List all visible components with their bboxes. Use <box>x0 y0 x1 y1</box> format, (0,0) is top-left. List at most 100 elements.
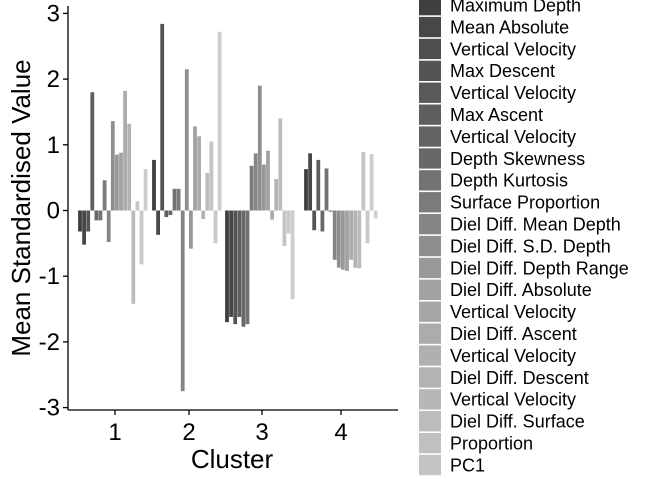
bar-cluster-4-series-17 <box>369 154 374 211</box>
bar-cluster-3-series-9 <box>257 85 262 211</box>
y-tick-label: 1 <box>47 132 60 159</box>
legend-label: Diel Diff. Mean Depth <box>450 215 621 235</box>
x-tick-label: 3 <box>255 419 268 446</box>
bar-cluster-3-series-6 <box>245 210 250 325</box>
legend-label: Diel Diff. Depth Range <box>450 258 629 278</box>
legend-key <box>419 433 441 454</box>
bar-cluster-3-series-14 <box>278 118 283 211</box>
legend-key <box>419 104 441 125</box>
bar-cluster-1-series-11 <box>119 152 123 211</box>
y-tick-label: 2 <box>47 66 60 93</box>
legend-key <box>419 192 441 213</box>
legend-key <box>419 411 441 432</box>
bar-cluster-2-series-7 <box>176 188 181 211</box>
bar-cluster-4-series-14 <box>357 210 362 269</box>
bar-cluster-2-series-4 <box>164 210 169 218</box>
legend-key <box>419 126 441 147</box>
bar-cluster-3-series-7 <box>249 165 254 211</box>
legend-key <box>419 367 441 388</box>
bar-cluster-4-series-18 <box>373 210 378 219</box>
legend-label: Diel Diff. Descent <box>450 368 589 388</box>
bar-cluster-4-series-4 <box>316 159 321 211</box>
bar-cluster-2-series-10 <box>189 210 193 249</box>
bar-cluster-4-series-16 <box>365 210 370 244</box>
bar-cluster-2-series-14 <box>205 173 210 211</box>
legend-label: Diel Diff. S.D. Depth <box>450 236 611 256</box>
bar-cluster-2-series-13 <box>201 210 206 220</box>
bar-cluster-1-series-2 <box>82 210 86 245</box>
x-tick-label: 1 <box>108 419 121 446</box>
bar-cluster-4-series-12 <box>349 210 353 260</box>
bar-cluster-4-series-11 <box>345 210 349 271</box>
legend-label: Vertical Velocity <box>450 127 576 147</box>
legend-key <box>419 214 441 235</box>
x-tick-label: 2 <box>182 419 195 446</box>
bar-cluster-3-series-12 <box>270 210 274 220</box>
bar-cluster-2-series-11 <box>193 126 197 211</box>
legend-key <box>419 454 441 476</box>
legend-label: Surface Proportion <box>450 193 600 213</box>
legend-label: Diel Diff. Absolute <box>450 280 592 300</box>
legend-label: Vertical Velocity <box>450 390 576 410</box>
legend-key <box>419 0 441 16</box>
bar-cluster-1-series-10 <box>115 154 119 211</box>
legend-label: Max Descent <box>450 61 555 81</box>
legend-label: PC1 <box>450 455 485 475</box>
bar-cluster-4-series-13 <box>353 210 358 268</box>
legend-label: Mean Absolute <box>450 17 569 37</box>
bar-cluster-2-series-9 <box>184 69 189 211</box>
legend-key <box>419 279 441 300</box>
legend-key <box>419 257 441 279</box>
legend-key <box>419 38 441 60</box>
legend-label: Vertical Velocity <box>450 302 576 322</box>
bar-cluster-2-series-6 <box>172 188 177 211</box>
legend-label: Vertical Velocity <box>450 83 576 103</box>
bar-cluster-3-series-8 <box>253 153 258 211</box>
bar-cluster-1-series-4 <box>90 92 95 211</box>
bar-cluster-2-series-2 <box>156 210 160 235</box>
legend-key <box>419 389 441 410</box>
bar-cluster-1-series-1 <box>78 210 82 232</box>
bar-cluster-3-series-17 <box>290 210 295 300</box>
y-tick-label: -1 <box>39 263 60 290</box>
x-tick-label: 4 <box>334 419 347 446</box>
bar-cluster-3-series-1 <box>225 210 229 323</box>
bar-cluster-1-series-17 <box>143 169 148 211</box>
legend-key <box>419 16 441 38</box>
bar-cluster-3-series-5 <box>241 210 246 327</box>
legend-label: Vertical Velocity <box>450 39 576 59</box>
legend-label: Diel Diff. Ascent <box>450 324 577 344</box>
bar-cluster-4-series-15 <box>361 152 366 211</box>
legend-key <box>419 323 441 344</box>
bar-cluster-1-series-16 <box>139 210 144 265</box>
legend-label: Vertical Velocity <box>450 346 576 366</box>
y-axis-title: Mean Standardised Value <box>6 59 36 356</box>
bar-cluster-1-series-3 <box>86 210 91 232</box>
bar-cluster-2-series-5 <box>168 210 173 216</box>
bar-cluster-1-series-12 <box>123 90 127 211</box>
y-tick-label: -3 <box>39 395 60 422</box>
bar-cluster-2-series-1 <box>152 159 156 211</box>
legend-label: Max Ascent <box>450 105 543 125</box>
bar-cluster-2-series-8 <box>180 210 185 392</box>
bar-cluster-1-series-9 <box>110 121 115 211</box>
legend-key <box>419 60 441 81</box>
bar-cluster-4-series-9 <box>336 210 341 268</box>
legend-label: Diel Diff. Surface <box>450 412 585 432</box>
y-tick-label: -2 <box>39 329 60 356</box>
legend-key <box>419 170 441 191</box>
bar-cluster-4-series-5 <box>320 210 325 232</box>
bar-cluster-1-series-13 <box>127 123 132 211</box>
bar-cluster-4-series-2 <box>308 153 312 211</box>
legend-label: Depth Kurtosis <box>450 171 568 191</box>
bar-cluster-3-series-4 <box>237 210 242 317</box>
y-tick-label: 3 <box>47 0 60 27</box>
bar-cluster-3-series-3 <box>233 210 238 325</box>
legend-key <box>419 235 441 257</box>
x-axis-title: Cluster <box>191 444 274 474</box>
bar-cluster-2-series-15 <box>209 141 214 211</box>
bar-cluster-2-series-17 <box>217 31 222 211</box>
bar-cluster-2-series-16 <box>213 210 218 244</box>
bar-cluster-4-series-10 <box>341 210 345 270</box>
